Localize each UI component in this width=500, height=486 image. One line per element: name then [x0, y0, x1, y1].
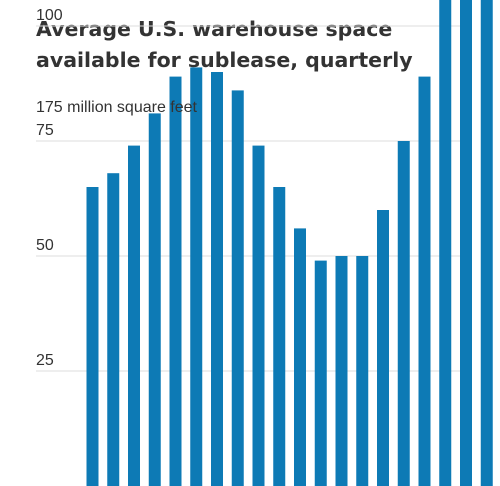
bar [252, 145, 265, 486]
bar [211, 72, 223, 486]
bar [439, 0, 452, 486]
bar [231, 90, 244, 486]
y-tick-label: 75 [36, 122, 54, 139]
bar [148, 113, 161, 486]
axis-labels: 175 million square feet 150125100755025 [36, 7, 198, 369]
bar [480, 0, 493, 486]
y-tick-label: 25 [36, 352, 54, 369]
y-axis-unit-label: 175 million square feet [36, 99, 198, 116]
bar [356, 256, 369, 486]
bar [397, 141, 410, 486]
y-tick-label: 100 [36, 7, 63, 24]
bar [128, 145, 140, 486]
bar [294, 228, 306, 486]
bars [86, 0, 493, 486]
bar [314, 260, 327, 486]
bar [460, 0, 472, 486]
bar [377, 210, 389, 486]
bar [273, 187, 286, 486]
bar [169, 76, 182, 486]
chart-title: Average U.S. warehouse space available f… [36, 17, 413, 72]
bar [86, 187, 99, 486]
bar [190, 67, 203, 486]
bar [335, 256, 348, 486]
y-tick-label: 50 [36, 237, 54, 254]
bar [418, 76, 431, 486]
bar [107, 173, 120, 486]
